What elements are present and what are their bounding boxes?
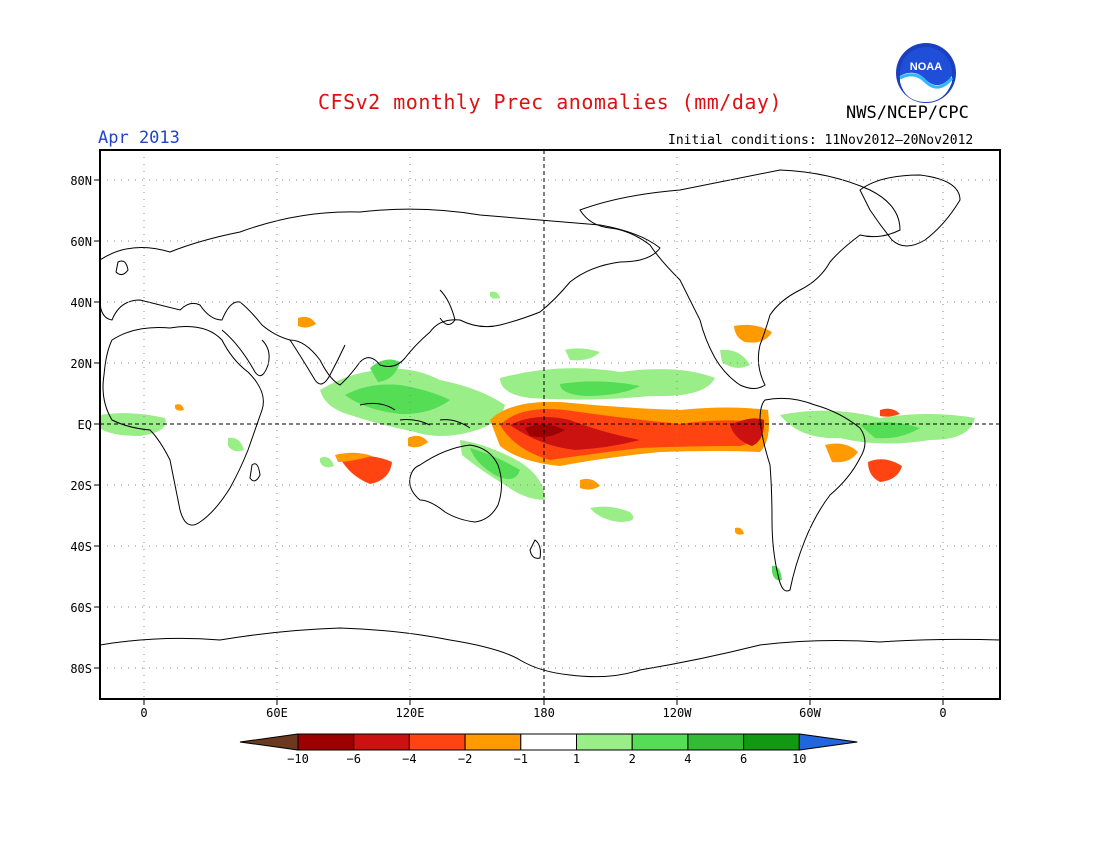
coastline-nz: [529, 539, 541, 559]
colorbar-swatch: [743, 733, 800, 751]
lat-tick-label: 40N: [70, 296, 92, 310]
coastline-greenland: [859, 174, 961, 247]
colorbar-labels: −10 −6 −4 −2 −1 1 2 4 6 10: [287, 752, 806, 766]
colorbar-swatch: [297, 733, 355, 751]
lat-tick-label: 20S: [70, 479, 92, 493]
colorbar-swatch: [408, 733, 466, 751]
wet-anomaly-pacific-itcz-core: [560, 381, 640, 396]
valid-month-label: Apr 2013: [98, 128, 180, 148]
dry-anomaly-west-africa: [175, 404, 184, 411]
wet-anomaly-north-pacific: [565, 348, 600, 361]
wet-anomaly-atlantic-core: [860, 422, 920, 439]
initial-conditions-label: Initial conditions: 11Nov2012–20Nov2012: [668, 133, 974, 148]
colorbar-swatches: [239, 733, 858, 751]
dry-anomaly-east-pacific-south: [580, 478, 600, 490]
colorbar-arrow-high: [798, 733, 858, 751]
coastlines: [100, 169, 1000, 699]
dry-anomaly-indian-ocean: [340, 455, 392, 484]
coastline-australia: [409, 444, 502, 523]
wet-anomaly-east-africa: [228, 437, 244, 452]
colorbar-swatch: [353, 733, 410, 751]
dry-anomaly-indonesia: [408, 435, 428, 448]
coastline-south-america: [759, 397, 866, 592]
lat-tick-label: 20N: [70, 357, 92, 371]
colorbar-tick-label: 10: [792, 752, 806, 766]
coastline-europe-asia: [100, 208, 661, 386]
colorbar-tick-label: −6: [346, 752, 360, 766]
noaa-logo-text: NOAA: [910, 61, 942, 73]
lat-tick-label: 80S: [70, 662, 92, 676]
dry-anomaly-south-atlantic: [868, 459, 902, 482]
gridlines: [100, 150, 1000, 699]
coastline-africa: [102, 326, 264, 526]
tick-marks: [94, 179, 944, 705]
lat-tick-label: 60N: [70, 235, 92, 249]
colorbar-arrow-low: [239, 733, 299, 751]
dry-anomaly-equatorial-pacific-core: [525, 424, 565, 438]
lon-tick-label: 120W: [663, 706, 693, 720]
wet-anomaly-patagonia: [772, 565, 782, 581]
coastline-north-america: [579, 169, 901, 389]
colorbar-swatch: [464, 733, 522, 751]
coastline-india: [289, 339, 346, 385]
colorbar-tick-label: −2: [458, 752, 472, 766]
dry-anomaly-central-atlantic: [880, 408, 900, 417]
colorbar-tick-label: 2: [629, 752, 636, 766]
lon-tick-label: 0: [939, 706, 946, 720]
lon-tick-label: 180: [533, 706, 555, 720]
colorbar-swatch: [687, 733, 745, 751]
colorbar-tick-label: 1: [573, 752, 580, 766]
lon-tick-label: 60E: [266, 706, 288, 720]
agency-label: NWS/NCEP/CPC: [846, 103, 969, 123]
dry-anomaly-arabian-sea: [298, 316, 316, 328]
colorbar-tick-label: −10: [287, 752, 309, 766]
map-title: CFSv2 monthly Prec anomalies (mm/day): [317, 90, 783, 114]
colorbar-tick-label: −4: [402, 752, 416, 766]
coastline-madagascar: [249, 463, 261, 482]
anomaly-shading: [100, 291, 975, 581]
lat-tick-label: 60S: [70, 601, 92, 615]
lon-tick-label: 60W: [799, 706, 821, 720]
dry-anomaly-east-pacific-core: [730, 418, 765, 446]
colorbar-swatch: [631, 733, 689, 751]
colorbar-tick-label: 6: [740, 752, 747, 766]
colorbar-swatch: [576, 733, 633, 751]
lat-tick-label: EQ: [78, 418, 92, 432]
coastline-indonesia: [359, 402, 471, 429]
coastline-arabia: [221, 329, 270, 377]
colorbar-tick-label: −1: [514, 752, 528, 766]
wet-anomaly-indian-ocean: [320, 457, 334, 468]
colorbar-swatch: [520, 733, 577, 751]
lon-labels: 0 60E 120E 180 120W 60W 0: [140, 706, 946, 720]
noaa-logo: NOAA: [896, 43, 956, 103]
coastline-japan: [439, 289, 456, 325]
colorbar-tick-label: 4: [684, 752, 691, 766]
lat-labels: 80N 60N 40N 20N EQ 20S 40S 60S 80S: [70, 174, 92, 676]
colorbar: −10 −6 −4 −2 −1 1 2 4 6 10: [239, 733, 858, 766]
lat-tick-label: 40S: [70, 540, 92, 554]
wet-anomaly-indochina: [370, 359, 400, 382]
coastline-uk: [115, 260, 129, 276]
lon-tick-label: 0: [140, 706, 147, 720]
wet-anomaly-maritime-continent-core: [345, 384, 450, 415]
wet-anomaly-north-america: [490, 291, 500, 299]
wet-anomaly-spcz-east: [590, 506, 634, 522]
dry-anomaly-brazil: [825, 443, 858, 463]
lat-tick-label: 80N: [70, 174, 92, 188]
dry-anomaly-indian-ocean-edge: [335, 452, 372, 462]
dry-anomaly-southeast-pacific: [735, 527, 744, 535]
coastline-antarctica: [100, 627, 1000, 699]
wet-anomaly-central-america: [720, 349, 750, 368]
lon-tick-label: 120E: [396, 706, 425, 720]
wet-anomaly-south-pacific-core: [470, 448, 520, 479]
